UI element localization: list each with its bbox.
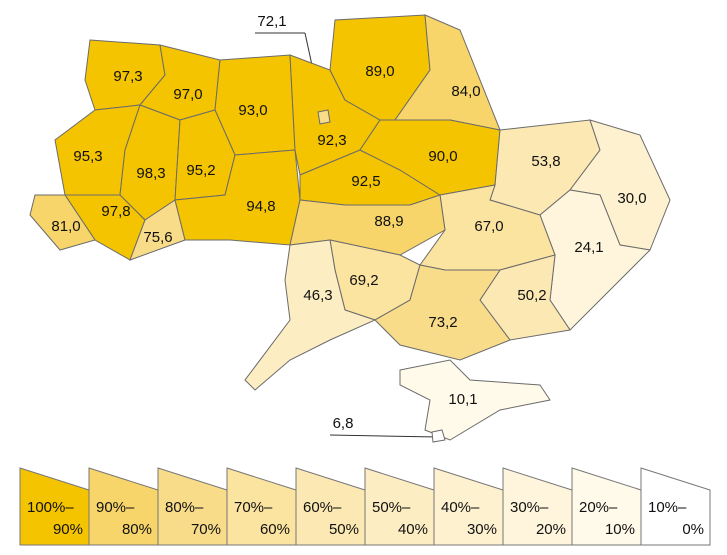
- region-label: 69,2: [349, 272, 378, 289]
- region-label: 84,0: [451, 83, 480, 100]
- legend-label: 50%: [329, 521, 359, 538]
- legend-label: 40%: [398, 521, 428, 538]
- region-label: 90,0: [428, 148, 457, 165]
- legend-swatch: [640, 467, 711, 546]
- region-label: 95,2: [186, 162, 215, 179]
- region-label: 97,0: [173, 86, 202, 103]
- region-label: 81,0: [51, 218, 80, 235]
- region-label: 89,0: [365, 63, 394, 80]
- region-label: 75,6: [143, 229, 172, 246]
- region-label: 94,8: [246, 198, 275, 215]
- region-label: 95,3: [73, 148, 102, 165]
- region: [174, 149, 301, 246]
- region-label: 93,0: [238, 102, 267, 119]
- legend-label: 20%: [536, 521, 566, 538]
- region-label: 50,2: [517, 287, 546, 304]
- region-label: 53,8: [531, 153, 560, 170]
- region-label: 88,9: [374, 213, 403, 230]
- callout-line: [329, 434, 439, 438]
- region-label: 67,0: [474, 218, 503, 235]
- region-label: 72,1: [257, 13, 286, 30]
- region-label: 97,3: [113, 68, 142, 85]
- legend-label: 0%: [682, 521, 704, 538]
- legend-label: 80%–: [165, 499, 204, 516]
- region-label: 97,8: [101, 203, 130, 220]
- region-label: 92,5: [351, 173, 380, 190]
- legend-label: 20%–: [579, 499, 618, 516]
- legend-label: 50%–: [372, 499, 411, 516]
- region-label: 46,3: [303, 287, 332, 304]
- region: [431, 429, 446, 443]
- legend-label: 30%–: [510, 499, 549, 516]
- legend-label: 60%: [260, 521, 290, 538]
- legend-label: 60%–: [303, 499, 342, 516]
- regions: [29, 14, 671, 443]
- legend-label: 10%–: [648, 499, 687, 516]
- legend-label: 90%–: [96, 499, 135, 516]
- region: [374, 264, 511, 361]
- region-label: 73,2: [428, 314, 457, 331]
- region-label: 98,3: [136, 165, 165, 182]
- region: [244, 239, 377, 391]
- region: [29, 194, 96, 251]
- legend-label: 70%–: [234, 499, 273, 516]
- region: [399, 359, 551, 441]
- legend-label: 70%: [191, 521, 221, 538]
- legend-label: 80%: [122, 521, 152, 538]
- legend-label: 90%: [53, 521, 83, 538]
- region-label: 30,0: [617, 190, 646, 207]
- region-label: 92,3: [317, 132, 346, 149]
- legend-label: 10%: [605, 521, 635, 538]
- region: [317, 109, 331, 125]
- region-label: 24,1: [574, 239, 603, 256]
- legend-label: 30%: [467, 521, 497, 538]
- legend-label: 100%–: [27, 499, 74, 516]
- region-label: 6,8: [333, 415, 354, 432]
- region-label: 10,1: [448, 391, 477, 408]
- legend-label: 40%–: [441, 499, 480, 516]
